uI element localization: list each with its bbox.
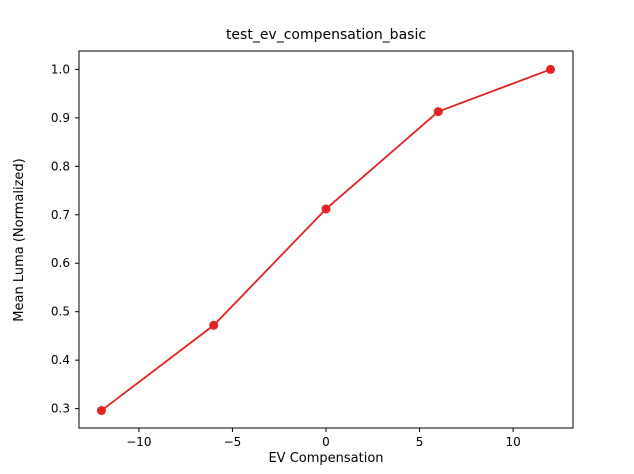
x-tick-label: 5 — [416, 435, 424, 449]
y-tick-label: 0.4 — [51, 353, 70, 367]
y-tick-label: 0.8 — [51, 159, 70, 173]
data-point — [546, 64, 556, 74]
y-tick-label: 0.6 — [51, 256, 70, 270]
chart-title: test_ev_compensation_basic — [226, 27, 426, 43]
x-tick-label: 0 — [322, 435, 330, 449]
x-tick-label: −10 — [126, 435, 151, 449]
data-line — [100, 68, 551, 412]
data-point — [96, 406, 106, 416]
y-tick-label: 0.3 — [51, 402, 70, 416]
x-tick-label: 10 — [505, 435, 520, 449]
y-tick-label: 0.9 — [51, 111, 70, 125]
y-axis-label: Mean Luma (Normalized) — [12, 158, 27, 321]
x-axis-label: EV Compensation — [268, 451, 383, 466]
y-tick-label: 1.0 — [51, 62, 70, 76]
y-tick-label: 0.7 — [51, 208, 70, 222]
data-point — [321, 204, 331, 214]
data-point — [433, 107, 443, 117]
plot-area: −10 −5 0 5 10 0.3 0.4 0.5 0.6 0.7 0.8 0.9 1.0 — [51, 50, 574, 449]
x-tick-label: −5 — [224, 435, 242, 449]
y-tick-label: 0.5 — [51, 305, 70, 319]
data-point — [209, 320, 219, 330]
